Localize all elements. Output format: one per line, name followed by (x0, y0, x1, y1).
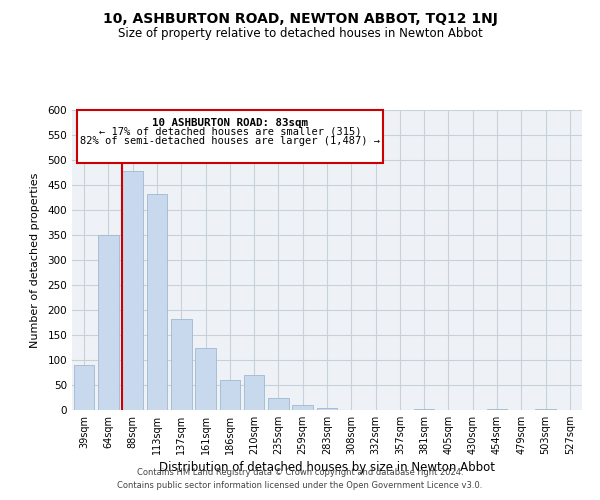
Text: Contains public sector information licensed under the Open Government Licence v3: Contains public sector information licen… (118, 482, 482, 490)
Bar (317, 408, 337, 410)
Text: Size of property relative to detached houses in Newton Abbot: Size of property relative to detached ho… (118, 28, 482, 40)
Bar (98, 235, 119, 410)
Text: Contains HM Land Registry data © Crown copyright and database right 2024.: Contains HM Land Registry data © Crown c… (137, 468, 463, 477)
Bar (292, 405, 313, 410)
Bar (535, 408, 556, 410)
Bar (171, 318, 191, 410)
X-axis label: Distribution of detached houses by size in Newton Abbot: Distribution of detached houses by size … (159, 462, 495, 474)
Text: 10 ASHBURTON ROAD: 83sqm: 10 ASHBURTON ROAD: 83sqm (152, 118, 308, 128)
Bar (414, 408, 434, 410)
Y-axis label: Number of detached properties: Number of detached properties (31, 172, 40, 348)
Bar (146, 194, 167, 410)
FancyBboxPatch shape (77, 110, 383, 162)
Bar (122, 171, 143, 410)
Bar (220, 380, 240, 410)
Bar (74, 365, 94, 410)
Text: 10, ASHBURTON ROAD, NEWTON ABBOT, TQ12 1NJ: 10, ASHBURTON ROAD, NEWTON ABBOT, TQ12 1… (103, 12, 497, 26)
Bar (244, 375, 265, 410)
Text: 82% of semi-detached houses are larger (1,487) →: 82% of semi-detached houses are larger (… (80, 136, 380, 146)
Text: ← 17% of detached houses are smaller (315): ← 17% of detached houses are smaller (31… (99, 126, 361, 136)
Bar (195, 348, 216, 410)
Bar (268, 398, 289, 410)
Bar (487, 408, 508, 410)
